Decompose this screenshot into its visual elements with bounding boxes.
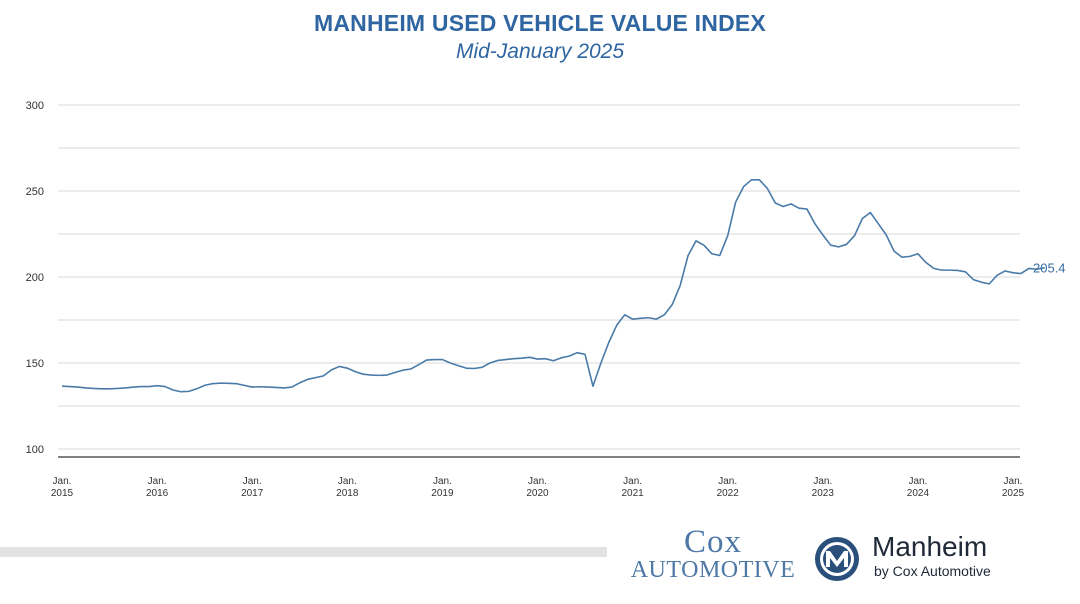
manheim-wordmark: Manheim by Cox Automotive (872, 532, 991, 580)
x-tick-text: Jan. (338, 476, 357, 487)
x-tick-text: 2016 (146, 488, 169, 499)
x-tick-text: 2020 (526, 488, 549, 499)
x-tick-text: Jan. (813, 476, 832, 487)
x-tick-text: Jan. (53, 476, 72, 487)
x-tick-label: Jan.2022 (717, 476, 740, 499)
x-tick-label: Jan.2019 (431, 476, 454, 499)
x-tick-label: Jan.2017 (241, 476, 264, 499)
x-tick-label: Jan.2023 (812, 476, 835, 499)
chart-title: MANHEIM USED VEHICLE VALUE INDEX (314, 10, 766, 36)
y-tick-label: 200 (26, 272, 44, 284)
x-tick-text: 2021 (621, 488, 644, 499)
x-tick-text: Jan. (243, 476, 262, 487)
x-tick-text: 2019 (431, 488, 454, 499)
x-tick-text: 2017 (241, 488, 264, 499)
x-tick-text: Jan. (908, 476, 927, 487)
x-tick-label: Jan.2025 (1002, 476, 1025, 499)
x-tick-label: Jan.2024 (907, 476, 930, 499)
cox-logo-line2: Automotive (630, 557, 796, 583)
manheim-subtitle: by Cox Automotive (874, 563, 991, 579)
x-tick-text: 2018 (336, 488, 359, 499)
y-axis-ticks: 100 150 200 250 300 (26, 100, 44, 456)
x-tick-text: 2025 (1002, 488, 1025, 499)
y-tick-label: 100 (26, 444, 44, 456)
end-value-label: 205.4 (1033, 261, 1066, 276)
x-tick-label: Jan.2016 (146, 476, 169, 499)
x-tick-text: Jan. (148, 476, 167, 487)
x-tick-text: Jan. (433, 476, 452, 487)
x-tick-label: Jan.2018 (336, 476, 359, 499)
x-tick-label: Jan.2020 (526, 476, 549, 499)
grid-lines (58, 104, 1020, 450)
series-line (61, 179, 1045, 393)
manheim-name: Manheim (872, 531, 988, 562)
x-tick-label: Jan.2021 (621, 476, 644, 499)
x-tick-text: 2015 (51, 488, 74, 499)
cox-logo-line1: Cox (683, 524, 742, 560)
cox-automotive-logo: Cox Automotive (628, 524, 798, 583)
x-tick-text: Jan. (623, 476, 642, 487)
x-tick-text: 2023 (812, 488, 835, 499)
x-tick-label: Jan.2015 (51, 476, 74, 499)
y-tick-label: 250 (26, 186, 44, 198)
x-tick-text: 2024 (907, 488, 930, 499)
y-tick-label: 300 (26, 100, 44, 112)
x-tick-text: Jan. (528, 476, 547, 487)
y-tick-label: 150 (26, 358, 44, 370)
x-tick-text: 2022 (717, 488, 740, 499)
x-tick-text: Jan. (718, 476, 737, 487)
manheim-emblem-icon (815, 537, 859, 581)
footer-divider-bar (0, 547, 607, 557)
x-axis-ticks: Jan.2015Jan.2016Jan.2017Jan.2018Jan.2019… (51, 476, 1025, 499)
x-tick-text: Jan. (1004, 476, 1023, 487)
chart-subtitle: Mid-January 2025 (455, 40, 625, 63)
